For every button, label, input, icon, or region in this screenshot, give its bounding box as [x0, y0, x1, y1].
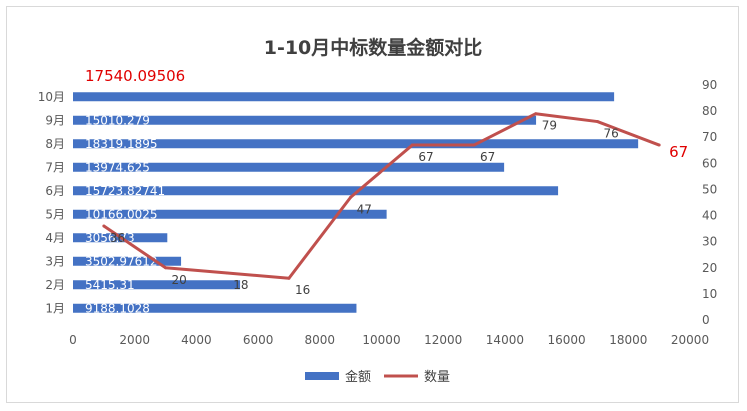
legend-label: 数量 — [424, 370, 450, 385]
x-tick-label: 4000 — [181, 333, 212, 347]
y-tick-label: 1月 — [45, 301, 65, 315]
y2-tick-label: 30 — [702, 235, 717, 249]
y-axis-categories: 1月 2月 3月 4月 5月 6月 7月 8月 9月 10月 — [38, 90, 65, 316]
bar-3 — [73, 256, 182, 266]
line-data-label: 67 — [418, 150, 433, 164]
bar-data-label: 9188.1028 — [85, 301, 150, 315]
bar-5 — [73, 209, 387, 219]
y2-tick-label: 60 — [702, 156, 717, 170]
line-point — [595, 120, 599, 124]
line-point — [657, 143, 661, 147]
line-series: 36 20 18 16 47 67 67 79 76 67 — [102, 112, 688, 297]
y-tick-label: 2月 — [45, 278, 65, 292]
legend: 金额 数量 — [305, 369, 450, 385]
bar-2 — [73, 280, 241, 290]
y2-tick-label: 0 — [702, 313, 710, 327]
legend-label: 金额 — [345, 369, 371, 385]
secondary-y-axis-ticks: 0 10 20 30 40 50 60 70 80 90 — [702, 78, 717, 327]
bar-data-label: 10166.0025 — [85, 207, 158, 221]
line-point — [472, 143, 476, 147]
bar-data-label: 13974.625 — [85, 160, 150, 174]
y2-tick-label: 50 — [702, 182, 717, 196]
line-data-label: 79 — [542, 119, 557, 133]
bar-8 — [73, 139, 639, 149]
line-data-label: 36 — [110, 231, 125, 245]
line-data-label: 76 — [603, 127, 618, 141]
y-tick-label: 3月 — [45, 254, 65, 268]
x-tick-label: 6000 — [243, 333, 274, 347]
bar-labels: 9188.1028 5415.31 3502.97612 3056.73 10166.0… — [85, 67, 185, 316]
chart-title: 1-10月中标数量金额对比 — [264, 36, 483, 59]
line-point — [225, 271, 229, 275]
line-point — [287, 276, 291, 280]
bar-1 — [73, 303, 357, 313]
y2-tick-label: 40 — [702, 209, 717, 223]
y-tick-label: 6月 — [45, 184, 65, 198]
y-tick-label: 10月 — [38, 90, 65, 104]
x-tick-label: 8000 — [305, 333, 336, 347]
line-point — [102, 224, 106, 228]
line-data-label: 67 — [480, 150, 495, 164]
bar-10 — [73, 92, 615, 102]
y-tick-label: 9月 — [45, 113, 65, 127]
line-data-label: 20 — [172, 273, 187, 287]
bar-6 — [73, 186, 559, 196]
bar-data-label: 17540.09506 — [85, 67, 185, 85]
y-tick-label: 8月 — [45, 137, 65, 151]
x-axis-ticks: 0 2000 4000 6000 8000 10000 12000 14000 16000 180… — [69, 333, 709, 347]
y-tick-label: 7月 — [45, 160, 65, 174]
x-tick-label: 0 — [69, 333, 77, 347]
line-data-label: 18 — [233, 278, 248, 292]
y2-tick-label: 10 — [702, 287, 717, 301]
y-tick-label: 4月 — [45, 231, 65, 245]
x-tick-label: 14000 — [486, 333, 524, 347]
x-tick-label: 2000 — [119, 333, 150, 347]
line-point — [349, 195, 353, 199]
legend-swatch-bar — [305, 372, 339, 380]
x-tick-label: 10000 — [362, 333, 400, 347]
line-point — [164, 266, 168, 270]
line-point — [410, 143, 414, 147]
x-tick-label: 12000 — [424, 333, 462, 347]
y2-tick-label: 90 — [702, 78, 717, 92]
y2-tick-label: 20 — [702, 261, 717, 275]
x-tick-label: 16000 — [548, 333, 586, 347]
y2-tick-label: 70 — [702, 130, 717, 144]
line-data-label: 16 — [295, 283, 310, 297]
bar-data-label: 3502.97612 — [85, 254, 158, 268]
bar-data-label: 3056.73 — [85, 231, 135, 245]
chart-frame — [6, 6, 739, 403]
y2-tick-label: 80 — [702, 104, 717, 118]
x-tick-label: 20000 — [671, 333, 709, 347]
bar-9 — [73, 115, 537, 125]
bar-data-label: 15010.279 — [85, 113, 150, 127]
x-tick-label: 18000 — [609, 333, 647, 347]
line-data-label: 67 — [669, 143, 688, 161]
bar-data-label: 5415.31 — [85, 278, 135, 292]
bar-7 — [73, 162, 505, 172]
y-tick-label: 5月 — [45, 207, 65, 221]
bar-data-label: 18319.1895 — [85, 137, 158, 151]
line-data-label: 47 — [357, 202, 372, 216]
bar-data-label: 15723.82741 — [85, 184, 165, 198]
line-point — [534, 112, 538, 116]
line-path — [103, 112, 660, 280]
